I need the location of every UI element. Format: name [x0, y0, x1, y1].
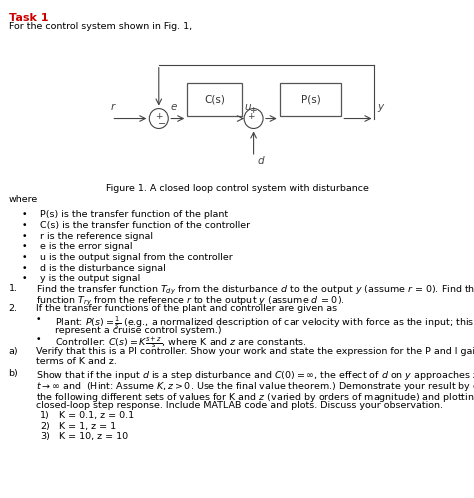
Text: K = 0.1, z = 0.1: K = 0.1, z = 0.1 — [59, 411, 134, 420]
Text: where: where — [9, 195, 38, 204]
Text: 2.: 2. — [9, 304, 18, 313]
Text: 2): 2) — [40, 422, 50, 431]
Text: b): b) — [9, 369, 18, 378]
Text: K = 10, z = 10: K = 10, z = 10 — [59, 432, 128, 441]
Text: C(s): C(s) — [204, 95, 225, 105]
Text: Plant: $P(s) = \frac{1}{s}$ (e.g., a normalized description of car velocity with: Plant: $P(s) = \frac{1}{s}$ (e.g., a nor… — [55, 315, 474, 331]
Text: •: • — [36, 336, 41, 345]
Text: •: • — [21, 274, 27, 283]
Text: If the transfer functions of the plant and controller are given as: If the transfer functions of the plant a… — [36, 304, 337, 313]
Text: +: + — [249, 106, 256, 115]
Text: y: y — [377, 102, 383, 112]
Text: the following different sets of values for K and $z$ (varied by orders of magnit: the following different sets of values f… — [36, 390, 474, 403]
Text: •: • — [21, 264, 27, 273]
Text: •: • — [36, 315, 41, 324]
Text: 1.: 1. — [9, 284, 18, 293]
Text: P(s): P(s) — [301, 95, 320, 105]
Text: •: • — [21, 232, 27, 241]
Text: a): a) — [9, 347, 18, 356]
Bar — [187, 83, 242, 116]
Text: u: u — [244, 102, 251, 112]
Text: Figure 1. A closed loop control system with disturbance: Figure 1. A closed loop control system w… — [106, 184, 368, 193]
Text: e is the error signal: e is the error signal — [40, 243, 133, 251]
Text: closed-loop step response. Include MATLAB code and plots. Discuss your observati: closed-loop step response. Include MATLA… — [36, 401, 443, 410]
Text: r: r — [110, 102, 115, 112]
Text: −: − — [157, 120, 166, 129]
Text: •: • — [21, 221, 27, 230]
Text: +: + — [247, 112, 255, 121]
Bar — [280, 83, 341, 116]
Text: K = 1, z = 1: K = 1, z = 1 — [59, 422, 117, 431]
Text: e: e — [171, 102, 177, 112]
Text: r is the reference signal: r is the reference signal — [40, 232, 153, 241]
Text: u is the output signal from the controller: u is the output signal from the controll… — [40, 253, 233, 262]
Text: $t \rightarrow \infty$ and  (Hint: Assume $K,z > 0$. Use the final value theorem: $t \rightarrow \infty$ and (Hint: Assume… — [36, 380, 474, 393]
Text: Verify that this is a PI controller. Show your work and state the expression for: Verify that this is a PI controller. Sho… — [36, 347, 474, 356]
Text: y is the output signal: y is the output signal — [40, 274, 140, 283]
Text: Show that if the input $d$ is a step disturbance and $C(0) = \infty$, the effect: Show that if the input $d$ is a step dis… — [36, 369, 474, 382]
Text: terms of K and z.: terms of K and z. — [36, 358, 117, 367]
Text: P(s) is the transfer function of the plant: P(s) is the transfer function of the pla… — [40, 210, 228, 219]
Text: •: • — [21, 243, 27, 251]
Text: •: • — [21, 253, 27, 262]
Text: C(s) is the transfer function of the controller: C(s) is the transfer function of the con… — [40, 221, 250, 230]
Text: 1): 1) — [40, 411, 50, 420]
Text: •: • — [21, 210, 27, 219]
Text: function $T_{ry}$ from the reference $r$ to the output $y$ (assume $d$ = 0).: function $T_{ry}$ from the reference $r$… — [36, 295, 344, 308]
Text: For the control system shown in Fig. 1,: For the control system shown in Fig. 1, — [9, 22, 191, 31]
Text: Find the transfer function $T_{dy}$ from the disturbance $d$ to the output $y$ (: Find the transfer function $T_{dy}$ from… — [36, 284, 474, 297]
Text: d: d — [257, 156, 264, 166]
Text: Controller: $C(s) = K\frac{s+z}{s}$, where K and $z$ are constants.: Controller: $C(s) = K\frac{s+z}{s}$, whe… — [55, 336, 306, 351]
Text: 3): 3) — [40, 432, 50, 441]
Text: +: + — [155, 112, 163, 121]
Text: Task 1: Task 1 — [9, 13, 48, 23]
Text: d is the disturbance signal: d is the disturbance signal — [40, 264, 166, 273]
Text: represent a cruise control system.): represent a cruise control system.) — [55, 326, 221, 335]
